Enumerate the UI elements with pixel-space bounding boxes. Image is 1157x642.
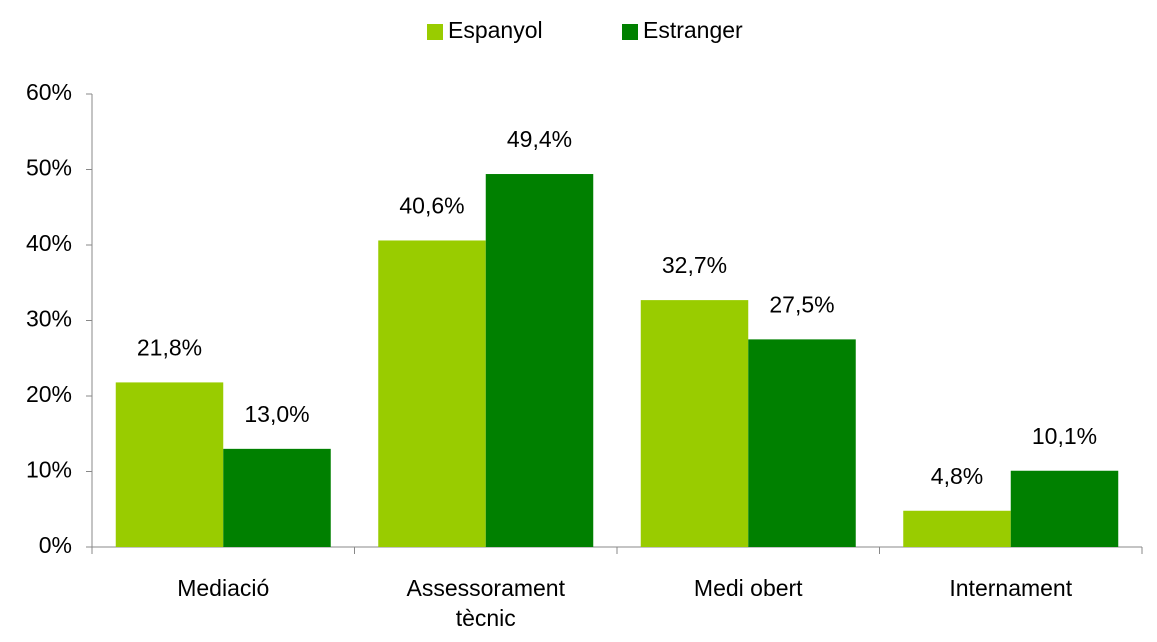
bar <box>903 510 1011 547</box>
bar <box>485 174 594 547</box>
data-label: 10,1% <box>1032 423 1097 449</box>
y-tick-label: 60% <box>26 79 72 105</box>
data-label: 27,5% <box>769 291 834 317</box>
bar <box>748 339 856 547</box>
y-tick-label: 10% <box>26 457 72 483</box>
legend-swatch <box>622 24 638 40</box>
y-tick-label: 50% <box>26 155 72 181</box>
legend-swatch <box>427 24 443 40</box>
data-label: 21,8% <box>137 334 202 360</box>
x-tick-label: Mediació <box>177 575 270 601</box>
bar <box>640 300 749 547</box>
bar <box>1010 470 1119 547</box>
y-tick-label: 30% <box>26 306 72 332</box>
data-label: 49,4% <box>507 126 572 152</box>
x-tick-label: Assessorament tècnic <box>406 575 565 631</box>
bar <box>223 448 331 547</box>
bar <box>115 382 224 547</box>
y-tick-label: 0% <box>39 532 72 558</box>
data-label: 32,7% <box>662 252 727 278</box>
y-tick-label: 20% <box>26 381 72 407</box>
legend-label: Espanyol <box>448 17 543 43</box>
x-tick-label: Internament <box>949 575 1073 601</box>
data-label: 40,6% <box>399 193 464 219</box>
legend-label: Estranger <box>643 17 743 43</box>
x-tick-label: Medi obert <box>693 575 803 601</box>
data-label: 4,8% <box>931 463 983 489</box>
data-label: 13,0% <box>244 401 309 427</box>
y-tick-label: 40% <box>26 230 72 256</box>
bar <box>378 240 486 547</box>
